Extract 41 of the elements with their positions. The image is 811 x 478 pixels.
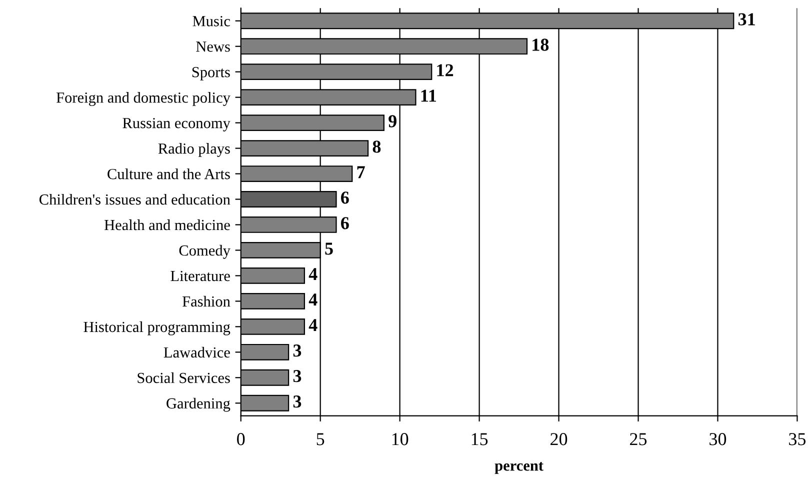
- data-label: 6: [341, 217, 349, 230]
- data-label: 12: [437, 64, 454, 76]
- data-label: 4: [308, 294, 318, 306]
- data-label: 3: [293, 370, 302, 382]
- y-tick-label: Fashion: [182, 296, 230, 307]
- y-tick-label: Foreign and domestic policy: [56, 92, 230, 106]
- data-label: 4: [308, 268, 318, 280]
- data-label: 6: [341, 192, 349, 204]
- y-tick-label: Sports: [192, 67, 230, 80]
- data-label: 7: [357, 166, 365, 178]
- y-tick-label: Social Services: [138, 372, 230, 384]
- y-tick-label: Lawadvice: [164, 346, 230, 358]
- data-label: 9: [388, 115, 396, 128]
- y-tick-label: Gardening: [166, 398, 230, 412]
- x-tick-label: 30: [710, 433, 726, 446]
- data-label: 18: [532, 38, 549, 51]
- x-tick-label: 20: [550, 433, 568, 446]
- data-label: 4: [308, 319, 318, 332]
- y-tick-label: Historical programming: [84, 321, 230, 336]
- y-tick-label: Russian economy: [122, 118, 230, 132]
- data-label: 3: [293, 396, 302, 408]
- y-tick-label: Radio plays: [158, 142, 230, 157]
- y-tick-label: Literature: [170, 270, 230, 282]
- data-label: 8: [372, 140, 381, 153]
- y-tick-label: Comedy: [179, 244, 230, 259]
- y-tick-label: News: [196, 42, 230, 52]
- y-tick-label: Children's issues and education: [40, 194, 230, 205]
- data-label: 31: [738, 13, 755, 26]
- y-tick-label: Culture and the Arts: [108, 168, 230, 180]
- y-tick-label: Music: [192, 16, 230, 26]
- data-label: 3: [293, 344, 302, 357]
- x-tick-label: 0: [237, 433, 245, 446]
- x-tick-label: 15: [472, 433, 488, 446]
- y-tick-label: Health and medicine: [104, 219, 230, 230]
- x-tick-label: 35: [789, 433, 806, 446]
- data-label: 11: [421, 90, 436, 102]
- data-label: 5: [325, 242, 333, 255]
- x-tick-label: 25: [630, 433, 647, 446]
- x-tick-label: 10: [392, 433, 408, 446]
- x-tick-label: 5: [316, 433, 324, 446]
- x-axis-title: percent: [494, 462, 544, 474]
